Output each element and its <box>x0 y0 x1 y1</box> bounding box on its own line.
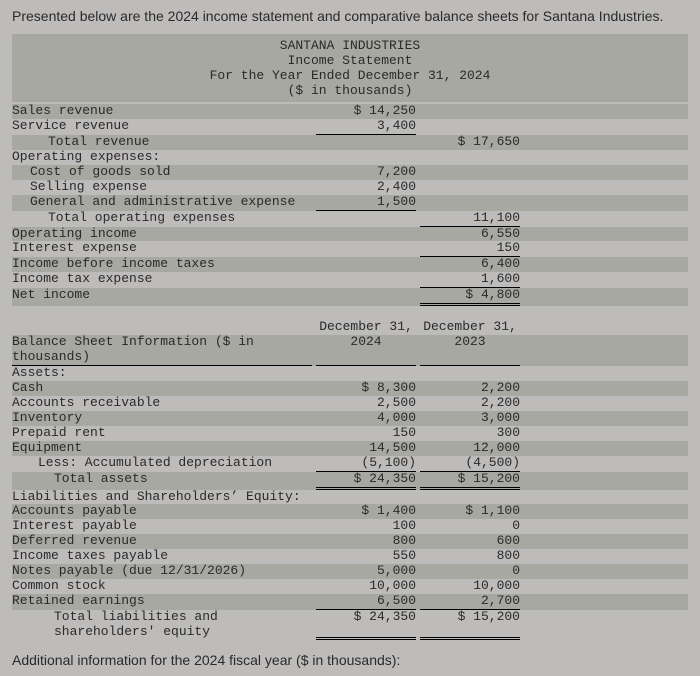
ip-23: 0 <box>420 519 520 534</box>
cash-24: $ 8,300 <box>316 381 416 396</box>
statement-title: Income Statement <box>12 53 688 68</box>
ga-label: General and administrative expense <box>12 195 312 211</box>
eq-label: Equipment <box>12 441 312 456</box>
ga-value: 1,500 <box>316 195 416 211</box>
intro-text: Presented below are the 2024 income stat… <box>12 8 688 24</box>
ip-label: Interest payable <box>12 519 312 534</box>
sales-value: $ 14,250 <box>316 104 416 119</box>
income-statement: Sales revenue $ 14,250 Service revenue3,4… <box>12 104 688 306</box>
balance-sheet: December 31, December 31, Balance Sheet I… <box>12 320 688 640</box>
ta-label: Total assets <box>12 472 312 490</box>
ni-value: $ 4,800 <box>420 288 520 306</box>
it-24: 550 <box>316 549 416 564</box>
cs-label: Common stock <box>12 579 312 594</box>
ta-23: $ 15,200 <box>420 472 520 490</box>
sales-label: Sales revenue <box>12 104 312 119</box>
re-23: 2,700 <box>420 594 520 610</box>
dr-23: 600 <box>420 534 520 549</box>
tle-23: $ 15,200 <box>420 610 520 640</box>
col1-head-a: December 31, <box>316 320 416 335</box>
cash-23: 2,200 <box>420 381 520 396</box>
ar-23: 2,200 <box>420 396 520 411</box>
period-line: For the Year Ended December 31, 2024 <box>12 68 688 83</box>
total-opex-value: 11,100 <box>420 211 520 227</box>
np-23: 0 <box>420 564 520 579</box>
le-header: Liabilities and Shareholders’ Equity: <box>12 490 312 505</box>
tle-label: Total liabilities and shareholders' equi… <box>12 610 312 640</box>
tax-value: 1,600 <box>420 272 520 288</box>
eq-24: 14,500 <box>316 441 416 456</box>
dr-24: 800 <box>316 534 416 549</box>
total-opex-label: Total operating expenses <box>12 211 312 227</box>
cogs-value: 7,200 <box>316 165 416 180</box>
pre-label: Prepaid rent <box>12 426 312 441</box>
int-exp-label: Interest expense <box>12 241 312 257</box>
np-label: Notes payable (due 12/31/2026) <box>12 564 312 579</box>
assets-header: Assets: <box>12 366 312 381</box>
inv-24: 4,000 <box>316 411 416 426</box>
service-value: 3,400 <box>316 119 416 135</box>
footer-text: Additional information for the 2024 fisc… <box>12 652 688 668</box>
ibt-value: 6,400 <box>420 257 520 272</box>
company-name: SANTANA INDUSTRIES <box>12 38 688 53</box>
tle-24: $ 24,350 <box>316 610 416 640</box>
inv-label: Inventory <box>12 411 312 426</box>
inv-23: 3,000 <box>420 411 520 426</box>
ar-label: Accounts receivable <box>12 396 312 411</box>
bs-title: Balance Sheet Information ($ in thousand… <box>12 335 312 366</box>
ip-24: 100 <box>316 519 416 534</box>
pre-23: 300 <box>420 426 520 441</box>
cs-24: 10,000 <box>316 579 416 594</box>
ap-23: $ 1,100 <box>420 504 520 519</box>
dr-label: Deferred revenue <box>12 534 312 549</box>
dep-24: (5,100) <box>316 456 416 472</box>
op-inc-value: 6,550 <box>420 227 520 242</box>
sell-value: 2,400 <box>316 180 416 195</box>
col2-head-a: December 31, <box>420 320 520 335</box>
ap-label: Accounts payable <box>12 504 312 519</box>
dep-label: Less: Accumulated depreciation <box>12 456 312 472</box>
ap-24: $ 1,400 <box>316 504 416 519</box>
re-label: Retained earnings <box>12 594 312 610</box>
statement-header: SANTANA INDUSTRIES Income Statement For … <box>12 34 688 102</box>
ar-24: 2,500 <box>316 396 416 411</box>
it-23: 800 <box>420 549 520 564</box>
cs-23: 10,000 <box>420 579 520 594</box>
total-rev-value: $ 17,650 <box>420 135 520 150</box>
sell-label: Selling expense <box>12 180 312 195</box>
units-line: ($ in thousands) <box>12 83 688 98</box>
np-24: 5,000 <box>316 564 416 579</box>
cash-label: Cash <box>12 381 312 396</box>
tax-label: Income tax expense <box>12 272 312 288</box>
int-exp-value: 150 <box>420 241 520 257</box>
it-label: Income taxes payable <box>12 549 312 564</box>
ni-label: Net income <box>12 288 312 306</box>
ta-24: $ 24,350 <box>316 472 416 490</box>
cogs-label: Cost of goods sold <box>12 165 312 180</box>
service-label: Service revenue <box>12 119 312 135</box>
opex-header: Operating expenses: <box>12 150 312 165</box>
re-24: 6,500 <box>316 594 416 610</box>
col2-head-b: 2023 <box>420 335 520 366</box>
col1-head-b: 2024 <box>316 335 416 366</box>
dep-23: (4,500) <box>420 456 520 472</box>
ibt-label: Income before income taxes <box>12 257 312 272</box>
total-rev-label: Total revenue <box>12 135 312 150</box>
op-inc-label: Operating income <box>12 227 312 242</box>
pre-24: 150 <box>316 426 416 441</box>
eq-23: 12,000 <box>420 441 520 456</box>
